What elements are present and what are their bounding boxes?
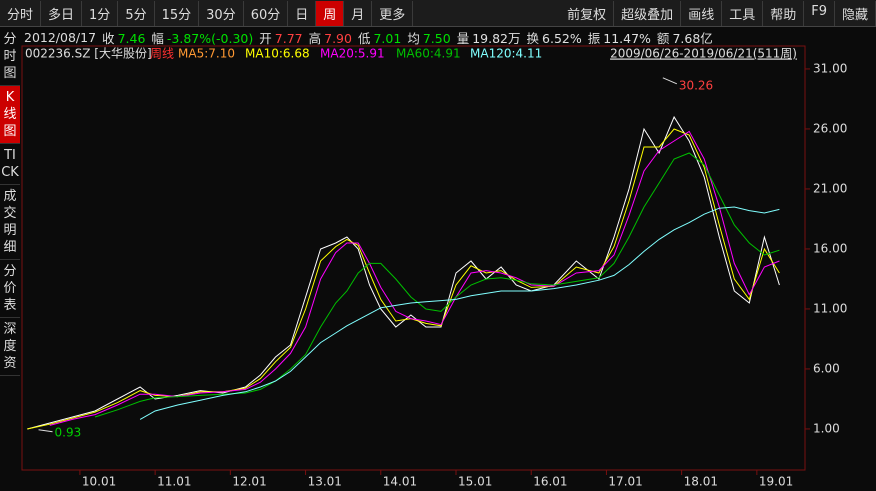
quote-value: 7.50 <box>422 30 451 46</box>
period-tab[interactable]: 60分 <box>244 0 289 26</box>
quote-label: 振 <box>587 30 601 46</box>
ma-line <box>49 130 780 426</box>
x-tick-label: 12.01 <box>232 475 266 489</box>
quote-value: 7.90 <box>324 30 352 46</box>
side-tab[interactable]: 分时图 <box>0 28 20 86</box>
tool-button[interactable]: F9 <box>804 0 835 26</box>
period-tab[interactable]: 5分 <box>118 0 155 26</box>
side-tab[interactable]: TICK <box>0 144 20 185</box>
annotation: 0.93 <box>55 425 82 439</box>
y-tick-label: 11.00 <box>813 301 847 315</box>
side-tab[interactable]: 成交明细 <box>0 185 20 260</box>
y-tick-label: 16.00 <box>813 241 847 255</box>
ma-line <box>27 128 780 430</box>
annotation-leader <box>38 429 53 433</box>
quote-value: 6.52% <box>542 30 582 46</box>
quote-value: -3.87%(-0.30) <box>166 30 254 46</box>
tool-button[interactable]: 隐藏 <box>835 0 876 26</box>
quote-item: 额 7.68亿 <box>657 28 713 47</box>
x-tick-label: 15.01 <box>458 475 492 489</box>
period-tabs: 分时 多日 1分 5分 15分 30分 60分日周月更多 <box>0 0 414 26</box>
quote-item: 开 7.77 <box>259 28 302 47</box>
x-tick-label: 18.01 <box>684 475 718 489</box>
ma-line <box>139 206 780 420</box>
quote-value: 7.77 <box>274 30 303 46</box>
tool-button[interactable]: 工具 <box>722 0 764 26</box>
quote-item: 换 6.52% <box>527 28 582 47</box>
quote-item: 均 7.50 <box>407 28 450 47</box>
quote-item: 低 7.01 <box>358 28 401 47</box>
side-tab[interactable]: 分价表 <box>0 260 20 318</box>
quote-label: 均 <box>407 30 420 46</box>
y-tick-label: 31.00 <box>813 61 847 75</box>
x-tick-label: 11.01 <box>157 475 191 489</box>
quote-bar: 2012/08/17 收 7.46 幅 -3.87%(-0.30) 开 7.77 高 7.90 低… <box>24 28 713 46</box>
x-tick-label: 14.01 <box>383 475 417 489</box>
symbol: 002236.SZ [大华股份] <box>25 47 152 61</box>
x-tick-label: 16.01 <box>533 475 567 489</box>
quote-value: 11.47% <box>603 30 651 46</box>
quote-label: 开 <box>259 30 272 46</box>
annotation: 30.26 <box>679 78 713 92</box>
quote-label: 换 <box>526 30 540 46</box>
quote-label: 额 <box>656 30 670 46</box>
quote-value: 7.01 <box>373 30 402 46</box>
period-tab[interactable]: 多日 <box>41 0 83 26</box>
period-tab[interactable]: 15分 <box>155 0 200 26</box>
y-tick-label: 1.00 <box>813 421 840 435</box>
period-tab[interactable]: 分时 <box>0 0 42 26</box>
annotation-leader <box>662 77 678 85</box>
legend-entry: MA60:4.91 <box>396 47 461 61</box>
quote-label: 低 <box>357 30 371 46</box>
y-tick-label: 21.00 <box>813 181 847 195</box>
period-tab[interactable]: 1分 <box>82 0 119 26</box>
quote-value: 19.82万 <box>472 30 521 46</box>
legend-entry: MA20:5.91 <box>320 47 385 61</box>
quote-item: 振 11.47% <box>588 28 651 47</box>
plot-frame <box>21 45 806 471</box>
quote-label: 高 <box>308 30 322 46</box>
quote-value: 7.46 <box>117 30 146 46</box>
quote-label: 幅 <box>151 30 164 46</box>
tool-button[interactable]: 前复权 <box>560 0 615 26</box>
period-tab[interactable]: 日 <box>288 0 317 26</box>
period-tab[interactable]: 月 <box>344 0 373 26</box>
legend-entry: MA5:7.10 <box>178 47 235 61</box>
ma-line <box>94 152 780 418</box>
quote-item: 收 7.46 <box>102 28 145 47</box>
tool-button[interactable]: 帮助 <box>763 0 805 26</box>
legend-entry: MA120:4.11 <box>470 47 542 61</box>
y-tick-label: 26.00 <box>813 121 847 135</box>
legend-entry: MA10:6.68 <box>245 47 310 61</box>
x-tick-label: 10.01 <box>82 475 116 489</box>
side-tab[interactable]: K线图 <box>0 86 20 144</box>
quote-value: 7.68亿 <box>672 30 713 46</box>
period: 周线 <box>150 47 174 61</box>
quote-item: 幅 -3.87%(-0.30) <box>151 28 253 47</box>
date-range: 2009/06/26-2019/06/21(511周) <box>610 47 797 61</box>
toolbar: 分时 多日 1分 5分 15分 30分 60分日周月更多 前复权 超级叠加 画线 工具 帮助 F9 隐藏 <box>0 0 876 27</box>
quote-label: 量 <box>456 30 470 46</box>
x-tick-label: 19.01 <box>759 475 793 489</box>
period-tab[interactable]: 30分 <box>199 0 244 26</box>
quote-item: 量 19.82万 <box>457 28 521 47</box>
tool-button[interactable]: 画线 <box>681 0 723 26</box>
quote-label: 收 <box>102 30 115 46</box>
period-tab[interactable]: 周 <box>316 0 345 26</box>
x-tick-label: 13.01 <box>308 475 342 489</box>
ma-line <box>27 115 780 430</box>
tool-button[interactable]: 超级叠加 <box>614 0 682 26</box>
sidebar: 分时图 K线图 TICK 成交明细 分价表 深度资 <box>0 28 20 376</box>
tool-menu: 前复权 超级叠加 画线 工具 帮助 F9 隐藏 <box>560 0 876 26</box>
side-tab[interactable]: 深度资 <box>0 318 20 376</box>
quote-item: 高 7.90 <box>309 28 352 47</box>
x-tick-label: 17.01 <box>608 475 642 489</box>
y-tick-label: 6.00 <box>813 361 840 375</box>
period-tab[interactable]: 更多 <box>372 0 414 26</box>
quote-date: 2012/08/17 <box>24 29 97 45</box>
